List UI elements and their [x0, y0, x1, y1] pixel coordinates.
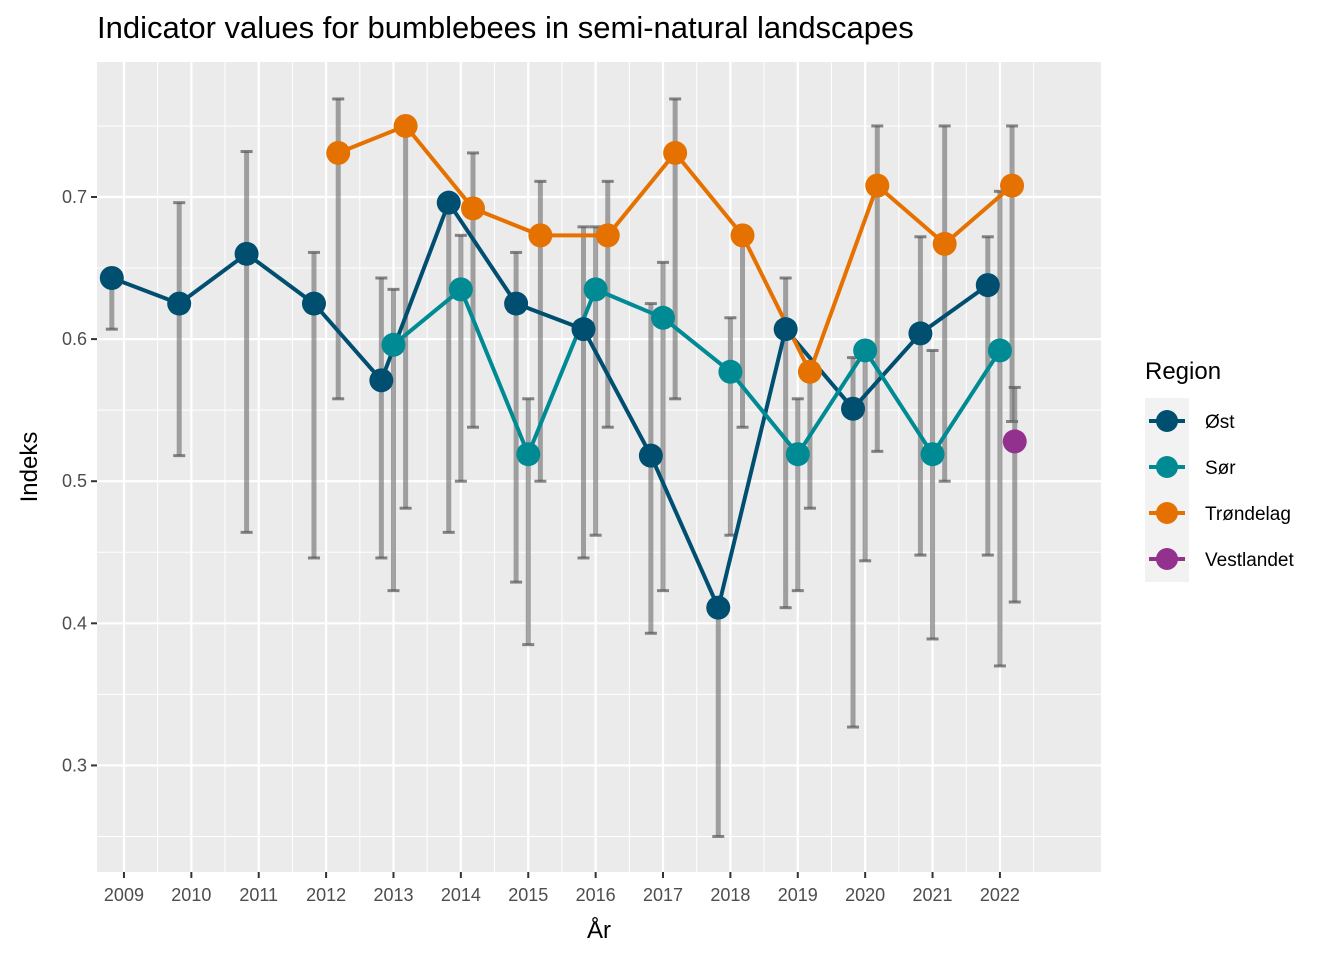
data-point	[369, 368, 394, 393]
data-point	[1000, 173, 1025, 198]
data-point	[448, 277, 473, 302]
data-point	[730, 223, 755, 248]
data-point	[504, 291, 529, 316]
legend-key-point	[1156, 548, 1178, 570]
legend-key-point	[1156, 502, 1178, 524]
y-tick-label: 0.4	[62, 613, 87, 633]
data-point	[987, 338, 1012, 363]
x-axis-title: År	[587, 916, 611, 944]
data-point	[381, 332, 406, 357]
data-point	[528, 223, 553, 248]
x-tick-label: 2015	[508, 885, 548, 905]
data-point	[638, 443, 663, 468]
x-tick-label: 2014	[441, 885, 481, 905]
x-tick-label: 2022	[980, 885, 1020, 905]
data-point	[460, 196, 485, 221]
x-tick-label: 2016	[576, 885, 616, 905]
y-tick-label: 0.7	[62, 187, 87, 207]
x-tick-label: 2010	[171, 885, 211, 905]
data-point	[797, 359, 822, 384]
data-point	[583, 277, 608, 302]
data-point	[853, 338, 878, 363]
x-axis: 2009 2010 2011 2012 2013 2014 2015 2016 2017 2018…	[104, 872, 1020, 905]
y-tick-label: 0.6	[62, 329, 87, 349]
data-point	[932, 231, 957, 256]
legend-key-point	[1156, 456, 1178, 478]
legend-label: Sør	[1205, 458, 1236, 479]
legend-label: Øst	[1205, 412, 1235, 433]
series-line	[111, 200, 989, 610]
data-point	[718, 359, 743, 384]
data-point	[1002, 429, 1027, 454]
data-point	[975, 273, 1000, 298]
y-axis: 0.3 0.4 0.5 0.6 0.7	[62, 187, 97, 775]
x-tick-label: 2013	[373, 885, 413, 905]
data-point	[436, 190, 461, 215]
x-tick-label: 2017	[643, 885, 683, 905]
y-tick-label: 0.5	[62, 471, 87, 491]
x-tick-label: 2020	[845, 885, 885, 905]
legend: Region Øst Sør Trøndelag Vestlandet	[1145, 358, 1294, 582]
data-point	[571, 317, 596, 342]
data-point	[234, 241, 259, 266]
data-point	[651, 305, 676, 330]
data-point	[99, 266, 124, 290]
data-point	[326, 140, 351, 165]
data-point	[663, 140, 688, 165]
data-point	[773, 317, 798, 342]
data-point	[920, 442, 945, 467]
data-point	[706, 595, 731, 620]
data-point	[865, 173, 890, 198]
x-tick-label: 2021	[913, 885, 953, 905]
legend-label: Vestlandet	[1205, 550, 1294, 571]
x-tick-label: 2018	[710, 885, 750, 905]
data-point	[595, 223, 620, 248]
legend-title: Region	[1145, 358, 1221, 385]
x-tick-label: 2019	[778, 885, 818, 905]
data-point	[393, 113, 418, 138]
y-tick-label: 0.3	[62, 755, 87, 775]
data-point	[516, 442, 541, 467]
data-point	[301, 291, 326, 316]
series-line	[392, 287, 1002, 457]
data-point	[167, 291, 192, 316]
y-axis-title: Indeks	[16, 432, 43, 503]
data-point	[908, 321, 933, 346]
x-tick-label: 2012	[306, 885, 346, 905]
x-tick-label: 2011	[239, 885, 278, 905]
legend-key-point	[1156, 410, 1178, 432]
chart-title: Indicator values for bumblebees in semi-…	[97, 10, 914, 45]
series-points	[99, 113, 1027, 620]
data-point	[841, 396, 866, 421]
x-tick-label: 2009	[104, 885, 144, 905]
data-point	[785, 442, 810, 467]
legend-label: Trøndelag	[1205, 504, 1291, 525]
